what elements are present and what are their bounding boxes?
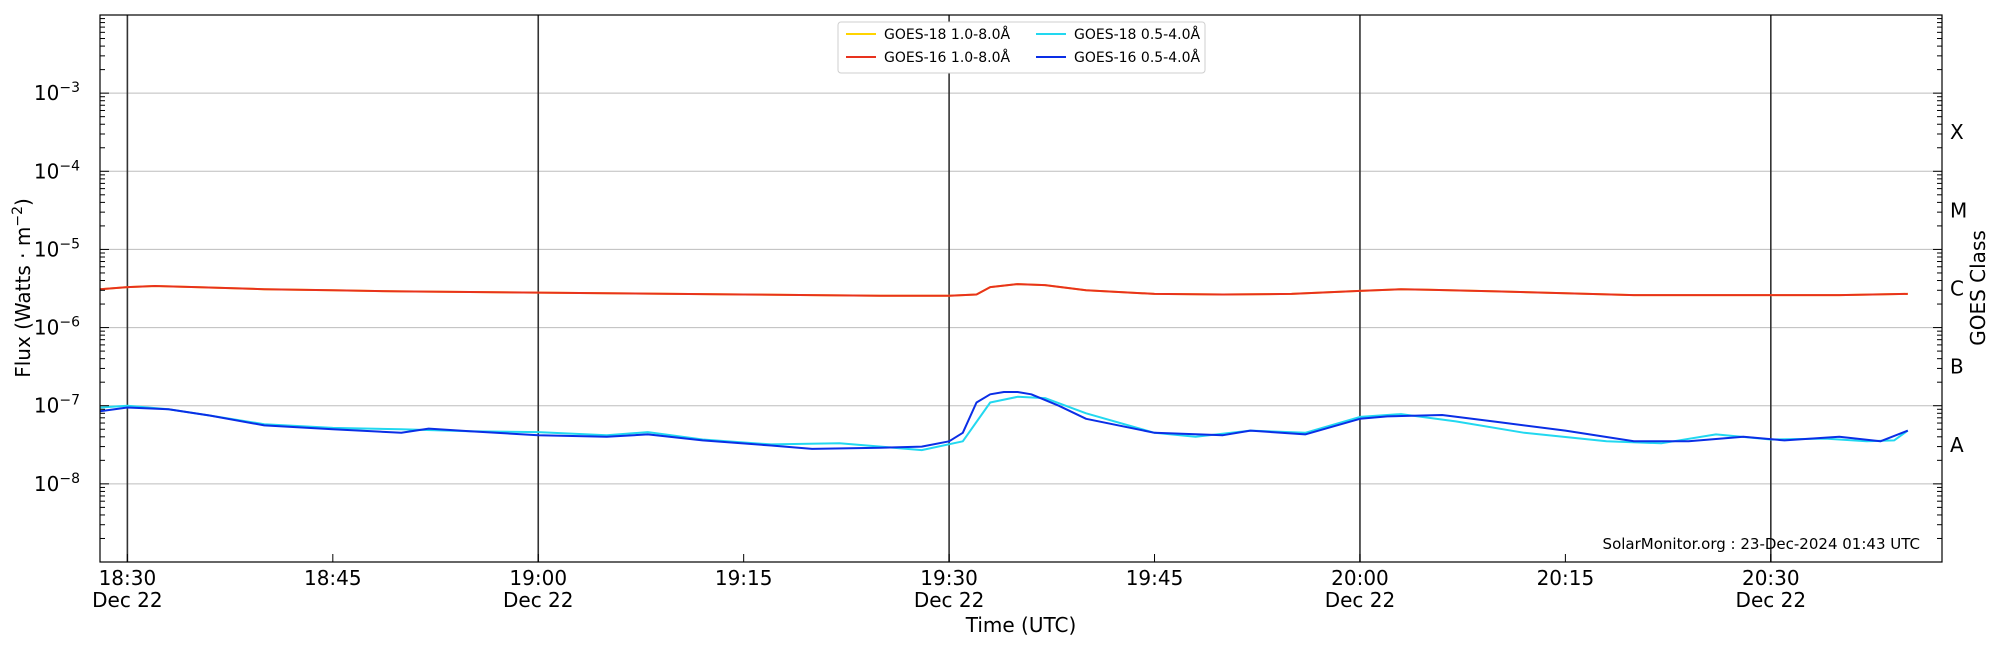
y-tick-exp: −7 (59, 393, 80, 409)
axis-ticks (100, 18, 1942, 563)
y-axis-label-base: Flux (Watts · m (11, 227, 35, 378)
y-tick-label-1: 10−7 (34, 393, 80, 418)
x-tick-time-6: 20:00 (1331, 566, 1389, 590)
y-tick-base: 10 (34, 394, 59, 418)
x-axis-label: Time (UTC) (965, 613, 1077, 637)
series-line-2 (99, 395, 1909, 452)
y-tick-label-3: 10−5 (34, 236, 80, 261)
y-tick-base: 10 (34, 81, 59, 105)
x-tick-time-4: 19:30 (920, 566, 978, 590)
y-tick-base: 10 (34, 472, 59, 496)
y-tick-exp: −4 (59, 158, 80, 174)
goes-class-B: B (1950, 355, 1964, 379)
y-tick-exp: −6 (59, 315, 80, 331)
x-tick-time-3: 19:15 (715, 566, 773, 590)
vertical-markers (126, 15, 1772, 562)
legend-box (837, 21, 1206, 74)
goes-class-X: X (1950, 120, 1964, 144)
y-tick-exp: −3 (59, 80, 80, 96)
x-tick-time-8: 20:30 (1742, 566, 1800, 590)
goes-class-M: M (1950, 198, 1967, 222)
x-tick-date-4: Dec 22 (914, 588, 985, 612)
credit-text: SolarMonitor.org : 23-Dec-2024 01:43 UTC (1603, 535, 1920, 553)
y-axis-label-exp: −2 (10, 206, 26, 227)
y-tick-label-5: 10−3 (34, 80, 80, 105)
x-tick-time-7: 20:15 (1537, 566, 1595, 590)
x-tick-time-2: 19:00 (509, 566, 567, 590)
x-tick-date-0: Dec 22 (92, 588, 163, 612)
legend-label-0: GOES-18 1.0-8.0Å (884, 26, 1010, 43)
y-tick-base: 10 (34, 237, 59, 261)
series-lines (99, 283, 1909, 452)
series-line-1 (99, 283, 1908, 297)
legend-label-2: GOES-18 0.5-4.0Å (1074, 26, 1200, 43)
legend: GOES-18 1.0-8.0Å GOES-16 1.0-8.0Å GOES-18 … (837, 21, 1206, 74)
x-tick-date-2: Dec 22 (503, 588, 574, 612)
y-tick-base: 10 (34, 159, 59, 183)
y-tick-labels: 10−810−710−610−510−410−3 (34, 80, 80, 496)
legend-label-3: GOES-16 0.5-4.0Å (1074, 49, 1200, 66)
goes-class-C: C (1950, 277, 1964, 301)
goes-class-labels: A B C M X (1950, 120, 1967, 457)
y-tick-exp: −5 (59, 236, 80, 252)
x-tick-time-1: 18:45 (304, 566, 362, 590)
x-tick-time-5: 19:45 (1126, 566, 1184, 590)
series-line-3 (99, 391, 1909, 450)
legend-label-1: GOES-16 1.0-8.0Å (884, 49, 1010, 66)
y-axis-label: Flux (Watts · m−2) (10, 198, 35, 378)
goes-class-axis-label: GOES Class (1966, 230, 1990, 346)
y-tick-exp: −8 (59, 471, 80, 487)
y-axis-label-close: ) (11, 198, 35, 206)
y-tick-label-4: 10−4 (34, 158, 80, 183)
x-tick-date-8: Dec 22 (1736, 588, 1807, 612)
y-tick-label-2: 10−6 (34, 315, 80, 340)
x-tick-date-6: Dec 22 (1325, 588, 1396, 612)
plot-frame (99, 14, 1943, 563)
y-tick-label-0: 10−8 (34, 471, 80, 496)
goes-class-A: A (1950, 433, 1964, 457)
x-tick-time-0: 18:30 (99, 566, 157, 590)
grid-lines (100, 92, 1942, 485)
y-tick-base: 10 (34, 316, 59, 340)
